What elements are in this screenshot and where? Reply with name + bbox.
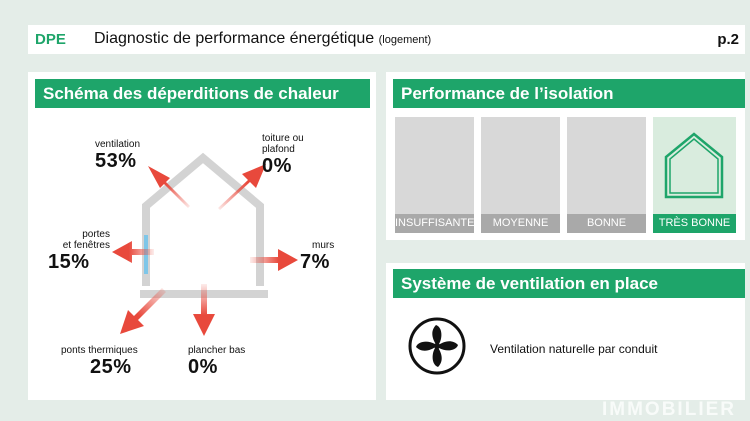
heat-arrows (112, 164, 298, 336)
page-number: p.2 (717, 31, 739, 48)
toiture-arrow (218, 164, 266, 210)
insulation-card: Performance de l’isolation INSUFFISANTE … (386, 72, 745, 240)
heat-item-ventilation: ventilation 53% (95, 139, 140, 172)
ventilation-card: Système de ventilation en place Ventilat… (386, 263, 745, 400)
portes-arrow (112, 241, 154, 263)
page-title-text: Diagnostic de performance énergétique (94, 30, 375, 47)
heat-loss-title: Schéma des déperditions de chaleur (35, 79, 370, 108)
ponts-arrow (120, 288, 166, 334)
heat-label: toiture ou (262, 133, 304, 144)
heat-item-toiture: toiture ou plafond 0% (262, 133, 304, 177)
insulation-level-moyenne: MOYENNE (481, 117, 560, 233)
insulation-level-bonne: BONNE (567, 117, 646, 233)
watermark-text: IMMOBILIER (602, 399, 736, 420)
heat-label: plancher bas (188, 345, 246, 356)
heat-item-ponts: ponts thermiques 25% (61, 345, 138, 378)
fan-icon (408, 317, 466, 375)
ventilation-title: Système de ventilation en place (393, 269, 745, 298)
heat-loss-card: Schéma des déperditions de chaleur (28, 72, 376, 400)
house-icon (664, 132, 724, 199)
heat-item-plancher: plancher bas 0% (188, 345, 245, 378)
heat-label: murs (312, 240, 335, 251)
document-header: DPE Diagnostic de performance énergétiqu… (28, 25, 745, 54)
heat-value: 7% (300, 251, 330, 273)
insulation-level-label: TRÈS BONNE (653, 214, 736, 233)
ventilation-system-text: Ventilation naturelle par conduit (490, 342, 658, 356)
heat-label: plafond (262, 144, 295, 155)
plancher-arrow (193, 284, 215, 336)
insulation-level-label: BONNE (567, 214, 646, 233)
heat-item-murs: murs 7% (300, 240, 334, 273)
insulation-level-tres-bonne: TRÈS BONNE (653, 117, 736, 233)
heat-value: 15% (48, 251, 90, 273)
insulation-level-insuffisante: INSUFFISANTE (395, 117, 474, 233)
heat-loss-diagram (112, 152, 298, 336)
heat-label: et fenêtres (62, 240, 110, 251)
heat-value: 53% (95, 150, 137, 172)
insulation-title: Performance de l’isolation (393, 79, 745, 108)
heat-value: 0% (262, 155, 292, 177)
page-subtitle: (logement) (378, 34, 432, 46)
insulation-level-label: MOYENNE (481, 214, 560, 233)
murs-arrow (250, 249, 298, 271)
page-title: Diagnostic de performance énergétique (l… (94, 30, 431, 48)
heat-label: portes (82, 229, 110, 240)
dpe-tag: DPE (35, 31, 66, 48)
heat-label: ponts thermiques (61, 345, 138, 356)
heat-item-portes: portes et fenêtres 15% (48, 229, 110, 273)
heat-value: 25% (90, 356, 132, 378)
insulation-level-label: INSUFFISANTE (395, 214, 474, 233)
ventilation-arrow (148, 166, 190, 208)
heat-value: 0% (188, 356, 218, 378)
heat-label: ventilation (95, 139, 141, 150)
